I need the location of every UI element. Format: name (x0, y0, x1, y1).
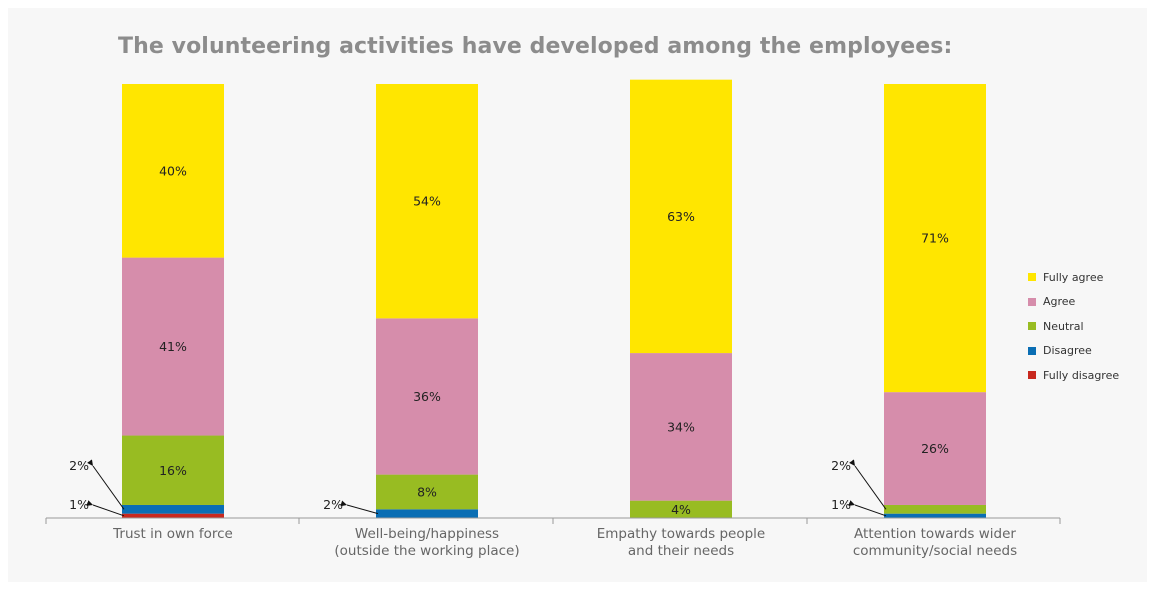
legend-item-disagree: Disagree (1028, 339, 1119, 364)
bar-fully-agree-1 (122, 84, 224, 258)
legend-item-agree: Agree (1028, 290, 1119, 315)
data-label-fully-agree-1: 40% (159, 163, 187, 178)
bar-fully-agree-3 (630, 79, 732, 354)
chart-title: The volunteering activities have develop… (118, 34, 953, 59)
bar-disagree-4 (884, 513, 986, 518)
legend-item-fully-agree: Fully agree (1028, 265, 1119, 290)
bar-agree-4 (884, 392, 986, 505)
legend-label-fully-disagree: Fully disagree (1043, 368, 1120, 382)
legend-label-fully-agree: Fully agree (1043, 270, 1104, 284)
callout-arrow-4-1 (848, 500, 887, 517)
callout-label-fully-disagree-1: 1% (69, 497, 89, 512)
data-label-agree-4: 26% (921, 441, 949, 456)
callout-arrow-4-2 (849, 459, 887, 510)
data-label-agree-1: 41% (159, 339, 187, 354)
data-label-neutral-1: 16% (159, 463, 187, 478)
legend-item-fully-disagree: Fully disagree (1028, 363, 1119, 388)
data-label-fully-agree-3: 63% (667, 209, 695, 224)
bar-fully-disagree-1 (122, 513, 224, 518)
category-label-2: Well-being/happiness (outside the workin… (334, 526, 520, 559)
callout-arrow-2-1 (340, 500, 379, 515)
legend-swatch-disagree (1028, 346, 1036, 355)
bar-neutral-1 (122, 435, 224, 505)
legend-item-neutral: Neutral (1028, 314, 1119, 339)
bar-fully-agree-4 (884, 84, 986, 393)
legend-swatch-agree (1028, 297, 1036, 306)
bar-fully-agree-2 (376, 84, 478, 319)
bar-neutral-4 (884, 504, 986, 514)
bar-neutral-3 (630, 500, 732, 518)
legend-swatch-neutral (1028, 322, 1036, 331)
legend-label-agree: Agree (1043, 295, 1076, 309)
callout-arrow-1-2 (87, 459, 125, 510)
category-label-1: Trust in own force (113, 526, 233, 542)
data-label-agree-3: 34% (667, 419, 695, 434)
callout-arrow-1-1 (86, 500, 125, 517)
category-label-4: Attention towards wider community/social… (852, 526, 1018, 559)
bar-agree-2 (376, 318, 478, 475)
callout-label-neutral-4: 2% (831, 458, 851, 473)
data-label-fully-agree-4: 71% (921, 231, 949, 246)
legend-swatch-fully-agree (1028, 273, 1036, 282)
category-label-3: Empathy towards people and their needs (596, 526, 766, 559)
data-label-fully-agree-2: 54% (413, 194, 441, 209)
bar-disagree-2 (376, 509, 478, 518)
callout-label-disagree-1: 2% (69, 458, 89, 473)
data-label-agree-2: 36% (413, 389, 441, 404)
callout-label-disagree-2: 2% (323, 497, 343, 512)
data-label-neutral-3: 4% (671, 502, 691, 517)
bar-neutral-2 (376, 474, 478, 510)
legend-label-disagree: Disagree (1043, 344, 1092, 358)
callout-label-disagree-4: 1% (831, 497, 851, 512)
legend-label-neutral: Neutral (1043, 319, 1084, 333)
legend-swatch-fully-disagree (1028, 371, 1036, 380)
data-label-neutral-2: 8% (417, 484, 437, 499)
bar-disagree-1 (122, 504, 224, 514)
bar-agree-1 (122, 257, 224, 436)
bar-agree-3 (630, 353, 732, 501)
legend: Fully agree Agree Neutral Disagree Fully dis… (1028, 265, 1119, 388)
